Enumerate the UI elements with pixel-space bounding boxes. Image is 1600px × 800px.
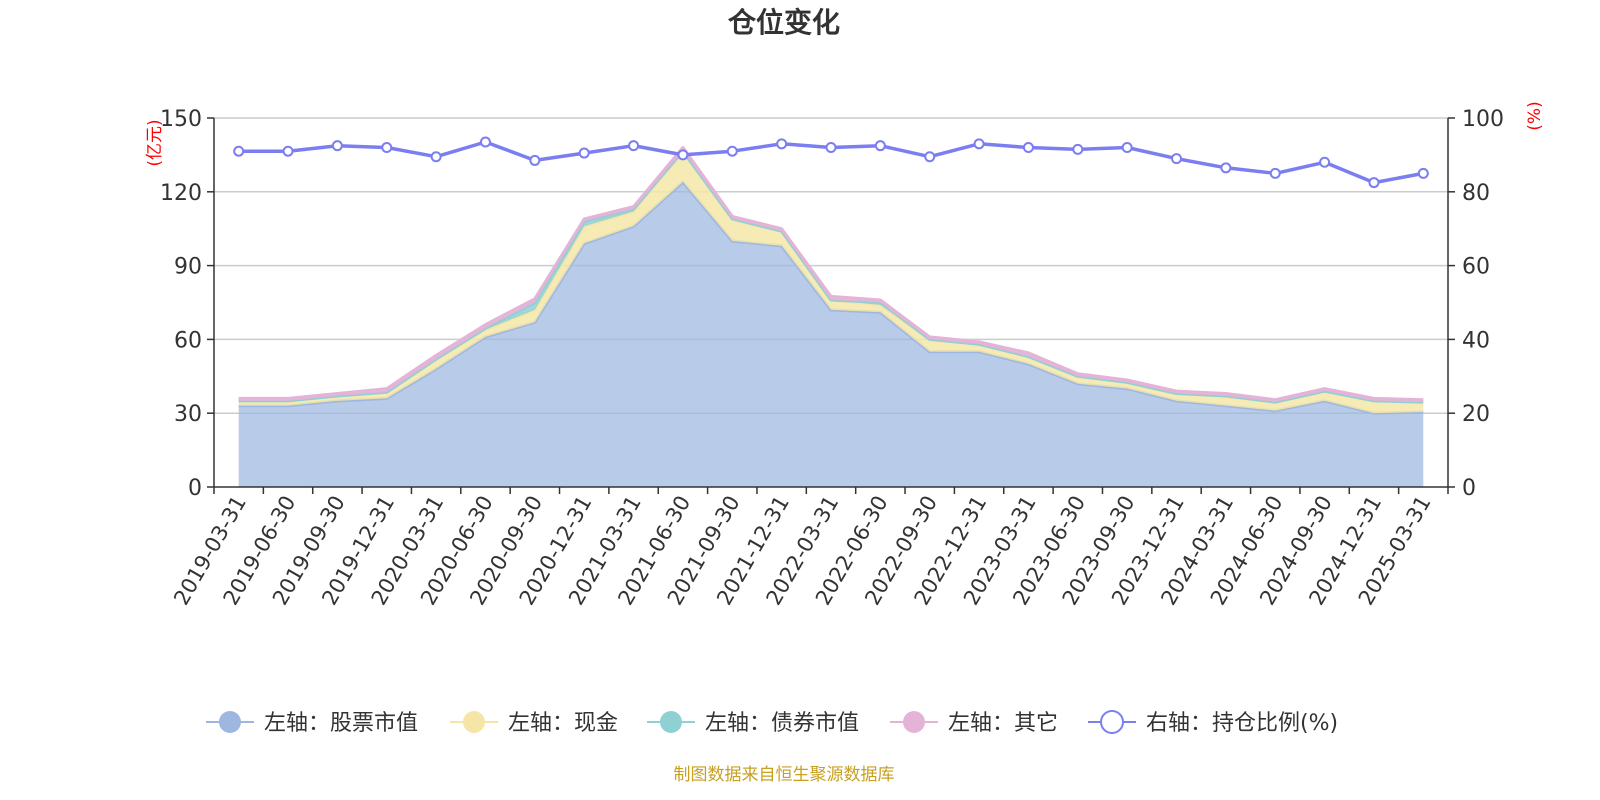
- legend-swatch-marker: [219, 711, 241, 733]
- legend-swatch-marker: [463, 711, 485, 733]
- legend-item-cash: 左轴：现金: [450, 711, 618, 736]
- legend-item-stock: 左轴：股票市值: [206, 711, 418, 736]
- legend-swatch-marker: [1100, 710, 1124, 734]
- legend-label: 左轴：现金: [508, 711, 618, 736]
- legend-label: 左轴：股票市值: [264, 711, 418, 736]
- ratio-point: [1022, 142, 1034, 154]
- ratio-point: [874, 140, 886, 152]
- ratio-point: [479, 136, 491, 148]
- legend-item-ratio: 右轴：持仓比例(%): [1088, 710, 1338, 736]
- left-tick-label: 90: [174, 255, 202, 280]
- ratio-point: [677, 149, 689, 161]
- area-edge-other: [238, 146, 1424, 402]
- area-stock: [238, 182, 1424, 487]
- ratio-point: [1072, 143, 1084, 155]
- right-tick-label: 100: [1462, 107, 1504, 132]
- left-axis-unit: (亿元): [145, 119, 165, 166]
- ratio-line-series: [233, 136, 1429, 189]
- left-tick-label: 120: [160, 181, 202, 206]
- ratio-point: [776, 138, 788, 150]
- ratio-point: [430, 151, 442, 163]
- ratio-point: [529, 154, 541, 166]
- right-tick-label: 20: [1462, 402, 1490, 427]
- legend-label: 左轴：债券市值: [705, 711, 859, 736]
- ratio-point: [282, 145, 294, 157]
- ratio-point: [628, 140, 640, 152]
- right-tick-label: 40: [1462, 328, 1490, 353]
- ratio-point: [726, 145, 738, 157]
- ratio-point: [1121, 142, 1133, 154]
- left-tick-label: 0: [188, 476, 202, 501]
- ratio-point: [1417, 167, 1429, 179]
- ratio-point: [1269, 167, 1281, 179]
- ratio-point: [1319, 156, 1331, 168]
- left-tick-label: 150: [160, 107, 202, 132]
- legend-item-other: 左轴：其它: [890, 711, 1058, 736]
- ratio-point: [1220, 162, 1232, 174]
- left-tick-label: 60: [174, 328, 202, 353]
- ratio-point: [578, 147, 590, 159]
- left-tick-label: 30: [174, 402, 202, 427]
- ratio-point: [924, 151, 936, 163]
- ratio-point: [1368, 177, 1380, 189]
- ratio-point: [381, 142, 393, 154]
- right-tick-label: 60: [1462, 255, 1490, 280]
- ratio-point: [233, 145, 245, 157]
- ratio-point: [1171, 153, 1183, 165]
- ratio-point: [973, 138, 985, 150]
- legend-swatch-marker: [903, 711, 925, 733]
- data-source-note: 制图数据来自恒生聚源数据库: [674, 765, 895, 785]
- area-series: [238, 146, 1424, 487]
- right-axis-unit: (%): [1525, 101, 1545, 130]
- legend-swatch-marker: [660, 711, 682, 733]
- legend: 左轴：股票市值 左轴：现金 左轴：债券市值 左轴：其它 右轴：持仓比例(%): [206, 710, 1338, 736]
- legend-label: 左轴：其它: [948, 711, 1058, 736]
- right-tick-label: 80: [1462, 181, 1490, 206]
- ratio-point: [331, 140, 343, 152]
- legend-item-bond: 左轴：债券市值: [647, 711, 859, 736]
- right-tick-label: 0: [1462, 476, 1476, 501]
- legend-label: 右轴：持仓比例(%): [1146, 711, 1338, 736]
- ratio-point: [825, 142, 837, 154]
- chart-title: 仓位变化: [728, 6, 840, 39]
